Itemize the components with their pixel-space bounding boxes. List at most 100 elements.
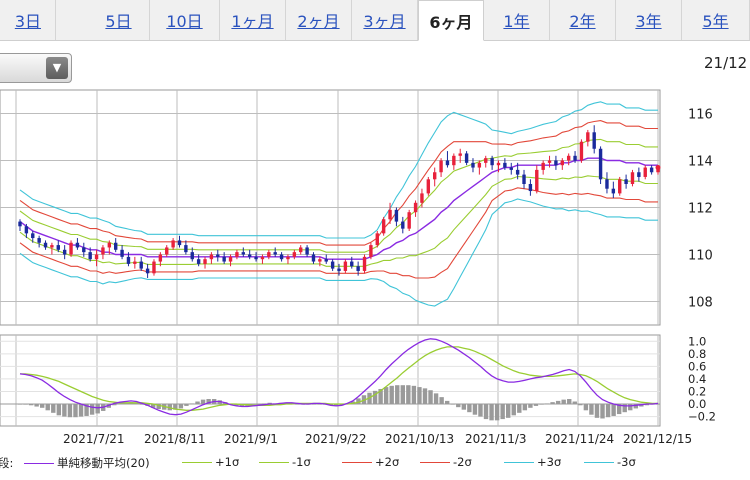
histogram-bar (444, 400, 450, 405)
candle-body (586, 132, 590, 142)
histogram-bar (555, 400, 561, 405)
histogram-bar (539, 404, 544, 405)
candle-body (484, 158, 488, 163)
legend-swatch (420, 462, 450, 463)
legend-label: 単純移動平均(20) (57, 456, 150, 470)
candle-body (381, 219, 386, 234)
legend-item: +1σ (182, 455, 239, 469)
candle-body (566, 155, 571, 161)
histogram-bar (173, 404, 178, 410)
candle-body (235, 252, 239, 257)
legend-label: -3σ (617, 455, 636, 469)
macd-y-tick-label: 0.8 (688, 347, 706, 361)
histogram-bar (117, 403, 123, 405)
histogram-bar (200, 399, 206, 405)
tab-3日[interactable]: 3日 (0, 0, 56, 40)
candle-body (509, 167, 513, 170)
candle-body (94, 254, 99, 260)
histogram-bar (51, 404, 56, 413)
candle-body (69, 242, 73, 255)
tab-6ヶ月[interactable]: 6ヶ月 (418, 0, 484, 41)
candle-body (324, 259, 328, 262)
candle-body (369, 245, 373, 257)
candle-body (554, 160, 558, 166)
tab-1年[interactable]: 1年 (484, 0, 550, 40)
histogram-bar (295, 404, 300, 405)
tab-10日[interactable]: 10日 (150, 0, 220, 40)
tab-2ヶ月[interactable]: 2ヶ月 (286, 0, 352, 40)
latest-date-label: 21/12 (704, 54, 748, 72)
candle-body (228, 256, 233, 262)
candle-body (643, 167, 647, 177)
histogram-bar (206, 399, 211, 405)
tab-5日[interactable]: 5日 (88, 0, 150, 40)
candle-body (158, 254, 163, 262)
macd-line (19, 338, 659, 416)
candle-body (139, 261, 143, 269)
tab-1ヶ月[interactable]: 1ヶ月 (220, 0, 286, 40)
indicator-select[interactable]: ▼ (0, 53, 72, 83)
histogram-bar (605, 404, 611, 418)
candle-body (203, 259, 207, 264)
candle-body (305, 247, 309, 255)
histogram-bar (250, 404, 256, 405)
candle-body (165, 247, 169, 255)
candle-body (522, 174, 526, 184)
histogram-bar (195, 401, 200, 405)
candle-body (330, 261, 335, 269)
legend-item: +2σ (342, 455, 399, 469)
candle-body (299, 247, 303, 253)
histogram-bar (78, 404, 84, 417)
tab-2年[interactable]: 2年 (550, 0, 616, 40)
histogram-bar (112, 404, 117, 406)
candle-body (222, 256, 226, 262)
tab-3ヶ月[interactable]: 3ヶ月 (352, 0, 418, 40)
candle-body (573, 155, 577, 161)
histogram-bar (522, 404, 528, 411)
histogram-bar (428, 390, 433, 405)
candle-body (126, 256, 131, 264)
macd-y-tick-label: 0.4 (688, 372, 706, 386)
candle-body (605, 179, 609, 189)
candle-body (184, 245, 188, 253)
tab-3年[interactable]: 3年 (616, 0, 682, 40)
candle-body (496, 162, 501, 166)
histogram-bar (417, 387, 422, 405)
candle-body (37, 238, 41, 243)
y-tick-label: 108 (688, 296, 713, 311)
legend: 段: 単純移動平均(20) +1σ -1σ +2σ -2σ +3σ -3σ (0, 450, 750, 472)
candle-body (420, 193, 424, 203)
macd-panel-frame (0, 334, 661, 427)
band-plus-1sigma (19, 138, 658, 253)
legend-item: -3σ (584, 455, 636, 469)
histogram-bar (589, 404, 594, 415)
histogram-bar (628, 404, 633, 411)
candle-body (18, 221, 22, 227)
histogram-bar (644, 404, 650, 406)
candle-body (401, 221, 405, 229)
histogram-bar (39, 404, 45, 408)
y-tick-label: 110 (688, 249, 713, 264)
x-tick-label: 2021/7/21 (63, 432, 125, 446)
candle-body (426, 179, 431, 194)
histogram-bar (467, 404, 472, 413)
legend-item: -2σ (420, 455, 472, 469)
legend-item: 単純移動平均(20) (24, 455, 150, 471)
histogram-bar (378, 388, 383, 405)
candle-body (637, 172, 641, 177)
chevron-down-icon[interactable]: ▼ (46, 57, 68, 79)
candle-body (452, 155, 456, 166)
candle-body (82, 247, 86, 253)
candle-body (209, 254, 214, 260)
histogram-bar (655, 404, 661, 405)
candle-body (56, 245, 60, 250)
candle-body (618, 179, 622, 194)
legend-swatch (504, 462, 534, 463)
candle-body (196, 259, 201, 264)
candle-body (292, 252, 297, 257)
legend-swatch (259, 462, 289, 463)
histogram-bar (500, 404, 505, 420)
histogram-bar (400, 385, 405, 405)
candle-body (350, 261, 354, 267)
histogram-bar (406, 385, 411, 405)
